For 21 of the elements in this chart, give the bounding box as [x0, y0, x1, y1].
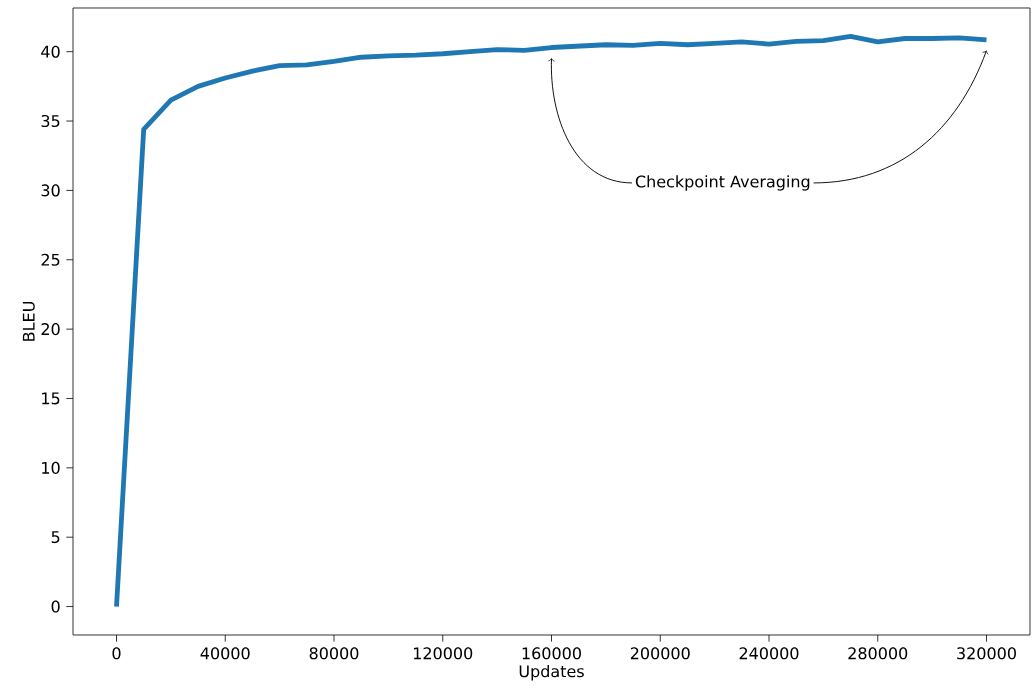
y-tick-label: 10 [42, 461, 60, 474]
y-tick-label: 40 [41, 45, 60, 58]
x-tick-label: 160000 [522, 647, 581, 660]
y-tick-label: 15 [42, 392, 60, 405]
x-tick-label: 40000 [200, 647, 250, 660]
x-tick-label: 320000 [957, 647, 1016, 660]
y-tick-label: 35 [41, 114, 60, 128]
y-tick-label: 30 [41, 184, 60, 197]
x-axis-title: Updates [519, 664, 584, 681]
y-tick-label: 20 [41, 323, 60, 336]
x-tick-label: 280000 [848, 647, 908, 660]
x-tick-label: 240000 [739, 647, 799, 660]
x-tick-label: 120000 [413, 647, 473, 660]
x-tick-label: 200000 [630, 647, 690, 660]
annotation: Checkpoint Averaging [635, 175, 810, 191]
y-tick-label: 5 [51, 531, 60, 544]
x-tick-label: 0 [112, 647, 121, 660]
x-tick-label: 80000 [309, 647, 359, 660]
y-axis-title: BLEU [22, 302, 35, 341]
y-tick-label: 0 [51, 600, 60, 613]
y-tick-label: 25 [41, 253, 60, 266]
